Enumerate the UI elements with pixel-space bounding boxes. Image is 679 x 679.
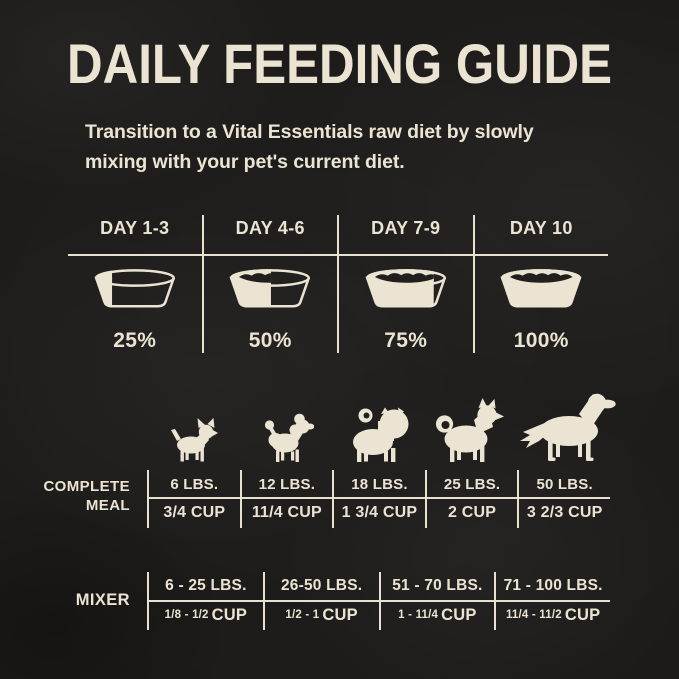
transition-column: DAY 10 100%: [472, 215, 609, 353]
complete-meal-column: 6 LBS. 3/4 CUP: [147, 470, 240, 528]
amount-range-label: 1/2 - 1 CUP: [265, 600, 379, 630]
poodle-icon: [264, 412, 314, 462]
transition-day-label: DAY 1-3: [100, 218, 170, 238]
transition-day-label: DAY 10: [509, 218, 573, 238]
amount-range-value: 11/4 - 11/2: [505, 609, 562, 621]
chihuahua-icon: [168, 418, 218, 462]
subtitle-line-2: mixing with your pet's current diet.: [85, 151, 405, 173]
amount-range-label: 1 - 11/4 CUP: [381, 600, 495, 630]
transition-percent-label: 25%: [113, 329, 157, 352]
amount-unit: CUP: [564, 605, 601, 624]
amount-label: 3/4 CUP: [163, 504, 226, 521]
weight-range-label: 6 - 25 LBS.: [165, 577, 247, 594]
dog-bowl-three-quarter-full-icon: [358, 267, 454, 311]
amount-unit: CUP: [322, 605, 358, 624]
weight-label: 12 LBS.: [258, 475, 316, 493]
transition-column: DAY 4-6 50%: [201, 215, 338, 353]
complete-meal-table: 6 LBS. 3/4 CUP 12 LBS. 11/4 CUP 18 LBS. 1 3/4…: [147, 470, 610, 528]
transition-column: DAY 7-9 75%: [337, 215, 473, 353]
dog-bowl-full-icon: [493, 267, 589, 311]
amount-range-value: 1/2 - 1: [285, 609, 320, 621]
amount-range-value: 1/8 - 1/2: [164, 609, 209, 621]
complete-meal-row-divider: [147, 497, 610, 499]
weight-range-label: 26-50 LBS.: [280, 577, 363, 594]
amount-range-label: 11/4 - 11/2 CUP: [496, 600, 610, 630]
transition-table-header-divider: [68, 254, 608, 256]
amount-range-label: 1/8 - 1/2 CUP: [149, 600, 263, 630]
complete-meal-column: 12 LBS. 11/4 CUP: [239, 470, 333, 528]
transition-day-label: DAY 7-9: [371, 218, 441, 238]
complete-meal-label-line2: MEAL: [85, 497, 130, 514]
retriever-icon: [517, 390, 617, 462]
pug-icon: [348, 407, 412, 462]
dog-bowl-half-full-icon: [222, 267, 318, 311]
husky-icon: [432, 398, 504, 462]
transition-percent-label: 50%: [248, 329, 292, 352]
subtitle-line-1: Transition to a Vital Essentials raw die…: [85, 121, 534, 143]
weight-range-label: 51 - 70 LBS.: [392, 577, 483, 594]
dog-bowl-quarter-full-icon: [87, 267, 183, 311]
complete-meal-label-line1: COMPLETE: [43, 478, 130, 495]
weight-label: 25 LBS.: [443, 475, 501, 493]
complete-meal-column: 50 LBS. 3 2/3 CUP: [517, 470, 610, 528]
mixer-row-label: MIXER: [75, 591, 130, 609]
complete-meal-row-label: COMPLETE MEAL: [30, 477, 130, 515]
amount-unit: CUP: [211, 605, 248, 624]
amount-label: 3 2/3 CUP: [526, 504, 603, 521]
amount-label: 2 CUP: [448, 504, 497, 521]
complete-meal-column: 25 LBS. 2 CUP: [424, 470, 518, 528]
amount-range-value: 1 - 11/4: [398, 609, 439, 621]
page-title: DAILY FEEDING GUIDE: [67, 32, 612, 95]
weight-label: 6 LBS.: [170, 475, 219, 493]
transition-day-label: DAY 4-6: [235, 218, 305, 238]
subtitle: Transition to a Vital Essentials raw die…: [85, 117, 534, 177]
transition-table: DAY 1-3 25% DAY 4-6 50% DAY 7-9: [68, 215, 608, 353]
amount-label: 1 3/4 CUP: [341, 504, 418, 521]
amount-label: 11/4 CUP: [251, 504, 322, 521]
complete-meal-column: 18 LBS. 1 3/4 CUP: [332, 470, 425, 528]
weight-range-label: 71 - 100 LBS.: [503, 577, 603, 594]
transition-column: DAY 1-3 25%: [68, 215, 202, 353]
transition-percent-label: 75%: [384, 329, 428, 352]
mixer-column: 71 - 100 LBS. 11/4 - 11/2 CUP: [494, 572, 610, 630]
mixer-row-divider: [147, 600, 610, 602]
weight-label: 18 LBS.: [351, 475, 408, 493]
transition-percent-label: 100%: [513, 329, 569, 352]
amount-unit: CUP: [441, 605, 477, 624]
weight-label: 50 LBS.: [536, 475, 593, 493]
